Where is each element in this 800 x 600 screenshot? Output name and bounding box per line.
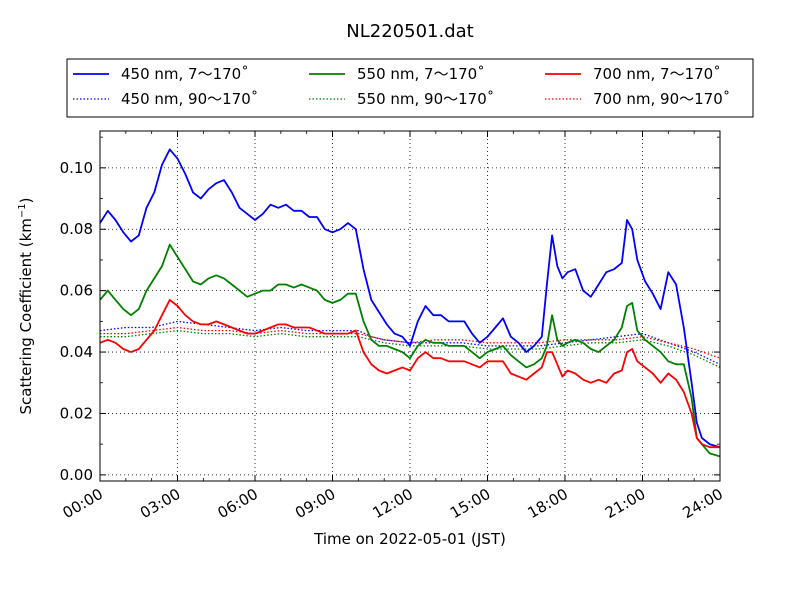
legend-label: 700 nm, 7～170˚ <box>593 65 721 83</box>
x-tick-label: 06:00 <box>215 485 261 522</box>
legend-label: 700 nm, 90～170˚ <box>593 90 730 108</box>
x-tick-label: 15:00 <box>447 485 493 522</box>
y-tick-label: 0.06 <box>60 282 93 300</box>
x-tick-label: 12:00 <box>370 485 416 522</box>
series-line-3 <box>100 243 720 458</box>
x-tick-label: 18:00 <box>525 485 571 522</box>
legend-box <box>66 58 754 118</box>
y-axis-label: Scattering Coefficient (km−1) <box>17 197 35 414</box>
y-tick-label: 0.00 <box>60 466 93 484</box>
x-tick-label: 09:00 <box>292 485 338 522</box>
grid <box>99 131 721 481</box>
x-axis-label: Time on 2022-05-01 (JST) <box>313 530 506 548</box>
legend-label: 550 nm, 7～170˚ <box>357 65 485 83</box>
x-tick-label: 03:00 <box>137 485 183 522</box>
y-tick-label: 0.08 <box>60 220 93 238</box>
y-tick-label: 0.04 <box>60 343 93 361</box>
x-tick-label: 00:00 <box>60 485 106 522</box>
series-line-6 <box>100 326 720 359</box>
ticks <box>99 131 721 481</box>
legend-label: 450 nm, 7～170˚ <box>121 65 249 83</box>
legend: 450 nm, 7～170˚ 450 nm, 90～170˚ 550 nm, 7～1… <box>66 58 754 118</box>
legend-label: 450 nm, 90～170˚ <box>121 90 258 108</box>
y-axis-label-exponent: −1 <box>17 203 28 218</box>
series-line-5 <box>100 298 720 449</box>
chart-title: NL220501.dat <box>346 21 473 42</box>
y-axis-label-main: Scattering Coefficient (km <box>17 218 35 414</box>
series-layer <box>100 148 720 458</box>
series-line-1 <box>100 148 720 449</box>
x-tick-label: 21:00 <box>602 485 648 522</box>
series-line-4 <box>100 329 720 368</box>
y-axis-label-close: ) <box>17 197 35 203</box>
x-tick-labels: 00:00 03:00 06:00 09:00 12:00 15:00 18:00 21:00… <box>60 485 726 522</box>
y-tick-labels: 0.00 0.02 0.04 0.06 0.08 0.10 <box>60 159 93 484</box>
legend-label: 550 nm, 90～170˚ <box>357 90 494 108</box>
y-tick-label: 0.02 <box>60 404 93 422</box>
x-tick-label: 24:00 <box>680 485 726 522</box>
y-tick-label: 0.10 <box>60 159 93 177</box>
